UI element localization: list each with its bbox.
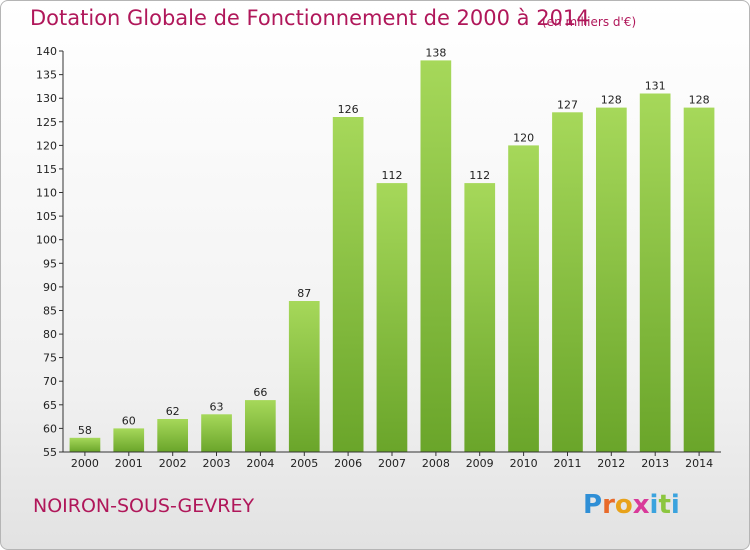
bar-2010	[508, 145, 539, 452]
x-tick-label-2013: 2013	[641, 457, 669, 470]
y-tick-label-140: 140	[36, 45, 57, 58]
bar-2004	[245, 400, 276, 452]
y-tick-label-95: 95	[43, 257, 57, 270]
y-tick-label-75: 75	[43, 352, 57, 365]
y-tick-label-115: 115	[36, 163, 57, 176]
bar-2007	[376, 183, 408, 452]
bar-2014	[683, 107, 715, 452]
y-tick-label-120: 120	[36, 139, 57, 152]
bars-group: 58 60 62 63 66 87 126 112 138 112 120 127 128 131 128	[69, 46, 715, 453]
bar-2005	[288, 301, 320, 452]
y-tick-label-105: 105	[36, 210, 57, 223]
y-tick-label-85: 85	[43, 305, 57, 318]
x-tick-label-2001: 2001	[115, 457, 143, 470]
proxiti-logo[interactable]: Proxiti	[583, 490, 680, 520]
data-label-2009: 112	[469, 169, 490, 182]
bar-2008	[420, 60, 452, 453]
bar-2009	[464, 183, 496, 452]
y-tick-label-100: 100	[36, 234, 57, 247]
x-tick-label-2008: 2008	[422, 457, 450, 470]
data-label-2013: 131	[645, 80, 666, 93]
data-label-2001: 60	[122, 414, 136, 427]
x-tick-label-2004: 2004	[246, 457, 274, 470]
x-tick-label-2014: 2014	[685, 457, 713, 470]
data-label-2000: 58	[78, 424, 92, 437]
chart-title: Dotation Globale de Fonctionnement de 20…	[30, 6, 590, 30]
city-name: NOIRON-SOUS-GEVREY	[33, 495, 255, 517]
x-tick-label-2012: 2012	[597, 457, 625, 470]
y-tick-label-60: 60	[43, 422, 57, 435]
x-tick-label-2002: 2002	[159, 457, 187, 470]
bar-2001	[113, 428, 145, 452]
y-tick-label-55: 55	[43, 446, 57, 459]
data-label-2007: 112	[382, 169, 403, 182]
data-label-2008: 138	[425, 46, 446, 59]
data-label-2010: 120	[513, 131, 534, 144]
y-tick-label-90: 90	[43, 281, 57, 294]
data-label-2014: 128	[689, 94, 710, 107]
chart-unit: (en milliers d'€)	[542, 15, 637, 29]
bar-2013	[639, 93, 671, 452]
x-tick-label-2000: 2000	[71, 457, 99, 470]
x-tick-label-2009: 2009	[466, 457, 494, 470]
bar-2002	[157, 419, 188, 452]
y-tick-label-110: 110	[36, 187, 57, 200]
y-tick-label-125: 125	[36, 116, 57, 129]
bar-2006	[332, 117, 364, 452]
data-label-2006: 126	[338, 103, 359, 116]
y-tick-label-80: 80	[43, 328, 57, 341]
bar-2000	[69, 437, 101, 452]
y-tick-label-130: 130	[36, 92, 57, 105]
bar-2012	[596, 107, 627, 452]
y-tick-label-70: 70	[43, 375, 57, 388]
data-label-2002: 62	[166, 405, 180, 418]
x-tick-label-2006: 2006	[334, 457, 362, 470]
data-label-2003: 63	[210, 400, 224, 413]
data-label-2012: 128	[601, 94, 622, 107]
data-label-2004: 66	[253, 386, 267, 399]
x-tick-label-2007: 2007	[378, 457, 406, 470]
axes-group: 2000 2001 2002 2003 2004 2005 2006 2007 2008 2009…	[36, 45, 721, 470]
bar-2011	[552, 112, 583, 453]
data-label-2011: 127	[557, 98, 578, 111]
x-tick-label-2005: 2005	[290, 457, 318, 470]
data-label-2005: 87	[297, 287, 311, 300]
bar-2003	[201, 414, 232, 452]
x-tick-label-2010: 2010	[510, 457, 538, 470]
x-tick-label-2011: 2011	[554, 457, 582, 470]
x-tick-label-2003: 2003	[203, 457, 231, 470]
y-tick-label-65: 65	[43, 399, 57, 412]
y-tick-label-135: 135	[36, 69, 57, 82]
